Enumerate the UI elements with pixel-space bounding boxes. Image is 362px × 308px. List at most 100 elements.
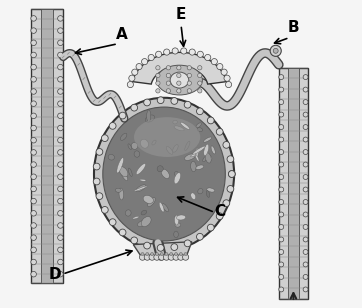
- Circle shape: [93, 163, 100, 170]
- Ellipse shape: [203, 137, 212, 142]
- Bar: [287, 68, 299, 299]
- Ellipse shape: [193, 146, 205, 154]
- Ellipse shape: [163, 204, 168, 212]
- Ellipse shape: [136, 164, 146, 174]
- Circle shape: [156, 81, 160, 85]
- Circle shape: [279, 187, 284, 192]
- Ellipse shape: [103, 107, 225, 241]
- Circle shape: [31, 137, 37, 143]
- Circle shape: [303, 150, 308, 155]
- Polygon shape: [133, 242, 192, 258]
- Circle shape: [58, 235, 63, 241]
- Ellipse shape: [141, 210, 147, 215]
- Ellipse shape: [159, 202, 164, 212]
- Ellipse shape: [156, 65, 202, 95]
- Circle shape: [303, 87, 308, 92]
- Ellipse shape: [108, 154, 114, 160]
- Circle shape: [149, 254, 155, 260]
- Polygon shape: [132, 52, 227, 84]
- Circle shape: [279, 99, 284, 104]
- Circle shape: [197, 51, 203, 57]
- Bar: [279, 68, 308, 299]
- Circle shape: [187, 73, 191, 78]
- Circle shape: [226, 82, 232, 88]
- Circle shape: [119, 229, 126, 236]
- Circle shape: [31, 259, 37, 265]
- Circle shape: [136, 63, 142, 70]
- Circle shape: [58, 186, 63, 192]
- Circle shape: [58, 16, 63, 21]
- Ellipse shape: [211, 146, 215, 154]
- Circle shape: [279, 124, 284, 130]
- Circle shape: [279, 237, 284, 242]
- Circle shape: [132, 69, 138, 75]
- Circle shape: [58, 89, 63, 94]
- Circle shape: [303, 162, 308, 167]
- Circle shape: [157, 245, 164, 251]
- Circle shape: [31, 247, 37, 253]
- Circle shape: [303, 187, 308, 192]
- Ellipse shape: [134, 151, 140, 157]
- Circle shape: [303, 262, 308, 267]
- Circle shape: [156, 89, 160, 93]
- Ellipse shape: [157, 166, 163, 172]
- Ellipse shape: [134, 117, 200, 157]
- Text: D: D: [49, 267, 62, 282]
- Circle shape: [58, 247, 63, 253]
- Circle shape: [279, 175, 284, 180]
- Circle shape: [58, 162, 63, 167]
- Circle shape: [163, 254, 169, 260]
- Circle shape: [270, 45, 281, 56]
- Circle shape: [303, 274, 308, 279]
- Circle shape: [151, 253, 153, 256]
- Ellipse shape: [119, 188, 123, 200]
- Circle shape: [157, 97, 164, 103]
- Circle shape: [58, 174, 63, 180]
- Circle shape: [156, 66, 160, 70]
- Circle shape: [166, 89, 171, 93]
- Circle shape: [131, 237, 138, 244]
- Circle shape: [31, 186, 37, 192]
- Circle shape: [303, 99, 308, 104]
- Ellipse shape: [191, 152, 200, 157]
- Ellipse shape: [115, 188, 121, 192]
- Circle shape: [177, 73, 181, 78]
- Ellipse shape: [207, 188, 215, 192]
- Circle shape: [182, 254, 189, 260]
- Ellipse shape: [143, 195, 153, 204]
- Ellipse shape: [191, 193, 195, 199]
- Circle shape: [177, 66, 181, 70]
- Circle shape: [279, 274, 284, 279]
- Circle shape: [181, 48, 187, 54]
- Circle shape: [207, 117, 214, 124]
- Circle shape: [96, 193, 103, 200]
- Circle shape: [31, 271, 37, 277]
- Circle shape: [58, 259, 63, 265]
- Ellipse shape: [176, 215, 186, 220]
- Circle shape: [228, 171, 235, 177]
- Circle shape: [144, 99, 151, 106]
- Circle shape: [187, 81, 191, 85]
- Circle shape: [279, 225, 284, 229]
- Circle shape: [279, 162, 284, 167]
- Circle shape: [279, 137, 284, 142]
- Circle shape: [279, 200, 284, 205]
- Ellipse shape: [198, 188, 203, 194]
- Circle shape: [31, 40, 37, 46]
- Ellipse shape: [148, 198, 155, 207]
- Ellipse shape: [196, 165, 204, 169]
- Circle shape: [148, 55, 154, 61]
- Circle shape: [58, 101, 63, 107]
- Circle shape: [58, 150, 63, 155]
- Ellipse shape: [140, 139, 148, 148]
- Circle shape: [146, 253, 149, 256]
- Ellipse shape: [197, 128, 203, 132]
- Circle shape: [31, 211, 37, 216]
- Circle shape: [166, 66, 171, 70]
- Circle shape: [303, 200, 308, 205]
- Circle shape: [221, 69, 227, 75]
- Circle shape: [279, 249, 284, 254]
- Circle shape: [198, 81, 202, 85]
- Circle shape: [187, 66, 191, 70]
- Circle shape: [93, 178, 100, 185]
